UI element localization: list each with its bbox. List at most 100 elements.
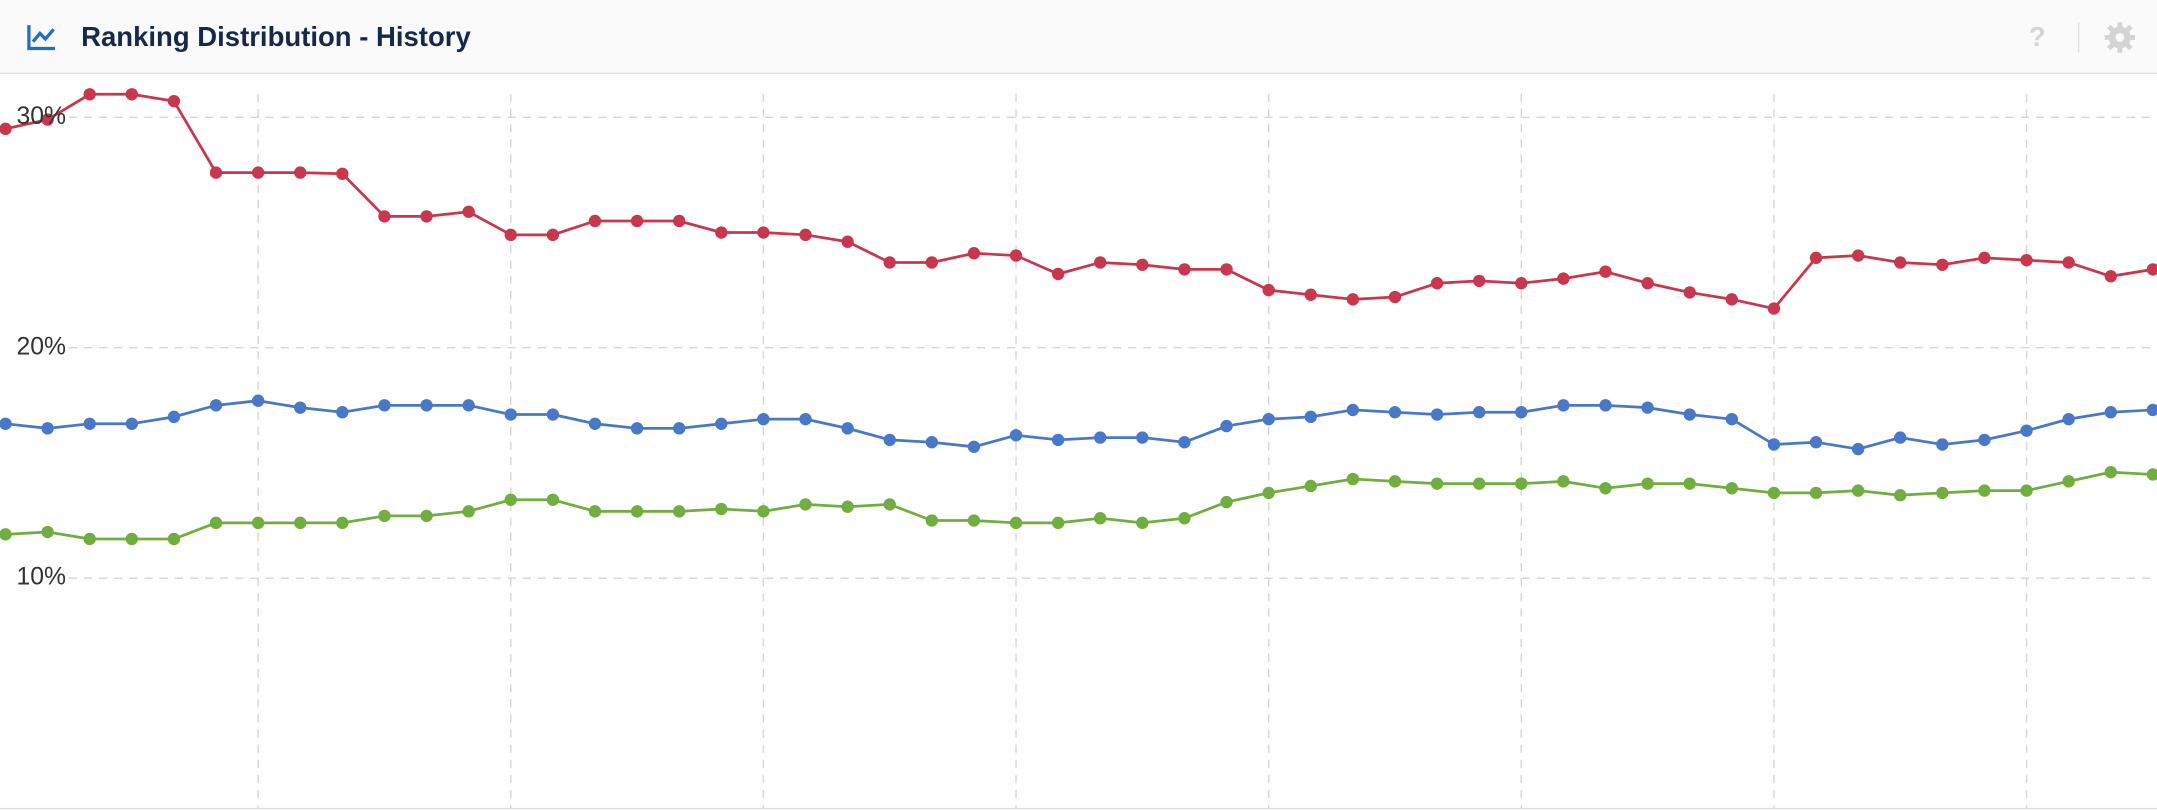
data-point	[1094, 512, 1107, 525]
data-point	[1515, 477, 1528, 490]
data-point	[1641, 277, 1654, 290]
data-point	[2062, 412, 2075, 426]
data-point	[1809, 436, 1823, 449]
data-point	[630, 505, 644, 518]
data-point	[420, 210, 433, 223]
data-point	[378, 210, 391, 223]
data-point	[546, 493, 560, 506]
data-point	[672, 214, 686, 228]
data-point	[2104, 406, 2117, 419]
data-point	[546, 228, 560, 242]
data-point	[672, 422, 686, 435]
data-point	[462, 505, 475, 518]
data-point	[41, 422, 54, 435]
data-point	[83, 88, 96, 101]
data-point	[1683, 477, 1696, 490]
data-point	[1178, 436, 1191, 449]
data-point	[1430, 408, 1444, 421]
data-point	[1936, 486, 1949, 500]
data-point	[925, 514, 939, 527]
data-point	[1725, 412, 1739, 426]
data-point	[1683, 408, 1696, 421]
data-point	[967, 247, 981, 260]
data-point	[672, 505, 686, 518]
data-point	[1515, 406, 1528, 419]
data-point	[799, 412, 812, 426]
data-point	[630, 422, 644, 435]
data-point	[294, 166, 307, 179]
data-point	[1851, 249, 1865, 262]
data-point	[2020, 424, 2033, 437]
data-point	[1262, 283, 1275, 297]
data-point	[925, 256, 939, 269]
data-point	[546, 408, 560, 421]
widget-title: Ranking Distribution - History	[81, 21, 471, 52]
data-point	[462, 205, 475, 218]
svg-text:?: ?	[2029, 21, 2046, 52]
data-point	[883, 498, 896, 511]
data-point	[2146, 263, 2157, 276]
data-point	[1851, 484, 1865, 497]
data-point	[1725, 482, 1739, 495]
data-point	[1936, 258, 1949, 271]
data-point	[504, 493, 517, 506]
series-line	[5, 399, 2153, 451]
data-point	[1136, 258, 1149, 271]
data-point	[251, 516, 265, 530]
data-point	[1346, 472, 1360, 486]
settings-button[interactable]	[2104, 22, 2135, 53]
data-point	[1178, 263, 1191, 276]
data-point	[0, 528, 12, 541]
data-point	[715, 502, 728, 516]
data-point	[1515, 277, 1528, 290]
help-button[interactable]: ?	[2029, 21, 2046, 52]
data-point	[1851, 442, 1865, 456]
data-point	[504, 228, 517, 242]
data-point	[462, 399, 475, 412]
data-point	[1978, 484, 1991, 497]
data-point	[1262, 412, 1275, 426]
data-point	[1430, 277, 1444, 290]
data-point	[1599, 482, 1612, 495]
data-point	[209, 516, 223, 530]
data-point	[967, 514, 981, 527]
data-point	[757, 412, 770, 426]
data-point	[2020, 484, 2033, 497]
data-point	[1346, 403, 1360, 417]
data-point	[251, 394, 265, 407]
data-point	[378, 509, 391, 523]
data-point	[1557, 399, 1570, 412]
y-tick-label: 10%	[17, 564, 67, 591]
data-point	[1683, 286, 1696, 299]
data-point	[841, 500, 854, 513]
data-point	[83, 532, 96, 546]
data-point	[2062, 475, 2075, 488]
data-point	[1641, 477, 1654, 490]
data-point	[1894, 431, 1907, 444]
data-point	[1767, 302, 1781, 315]
data-point	[757, 505, 770, 518]
data-point	[167, 410, 181, 424]
data-point	[1894, 489, 1907, 502]
data-point	[41, 525, 54, 539]
data-point	[2062, 256, 2075, 269]
data-point	[1809, 251, 1823, 265]
y-tick-label: 20%	[17, 333, 67, 360]
data-point	[167, 532, 181, 546]
data-point	[125, 417, 139, 430]
data-point	[1557, 272, 1570, 285]
data-point	[0, 417, 12, 430]
data-point	[799, 228, 812, 242]
data-point	[588, 214, 602, 228]
data-point	[1304, 410, 1317, 424]
data-point	[378, 399, 391, 412]
data-point	[1262, 486, 1275, 500]
data-point	[1472, 274, 1486, 288]
data-point	[1220, 495, 1233, 509]
data-point	[125, 88, 139, 101]
data-point	[1388, 290, 1402, 304]
data-point	[1767, 486, 1781, 500]
series-line	[5, 92, 2154, 311]
header-bar	[0, 0, 2157, 74]
